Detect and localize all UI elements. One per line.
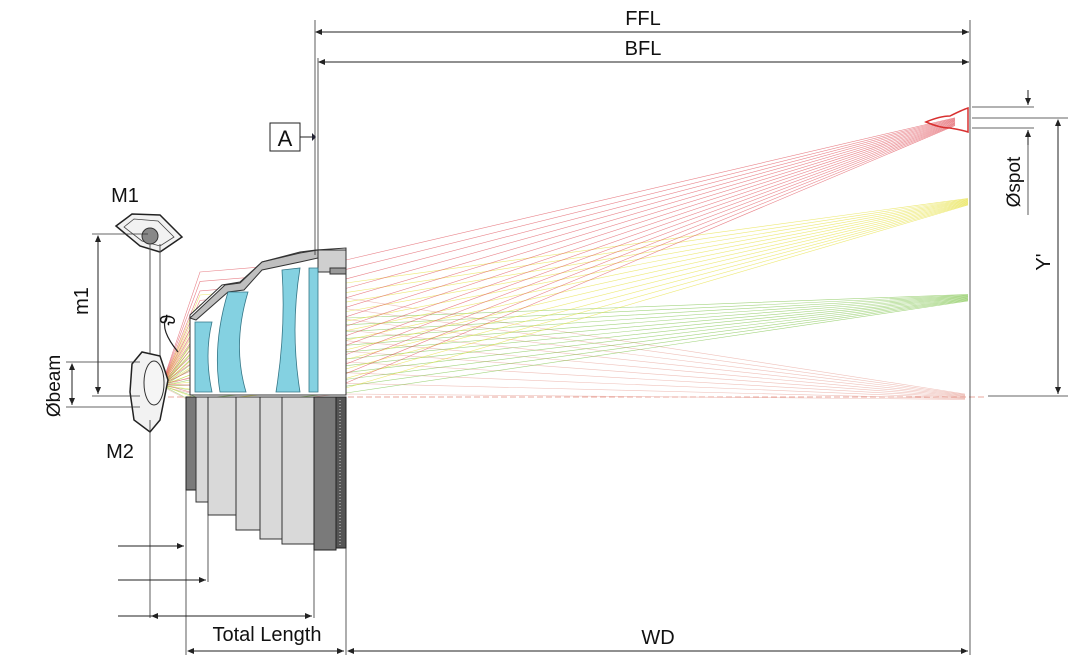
datum-a-box xyxy=(269,122,301,152)
lens-element-1 xyxy=(194,321,213,393)
wd-label: WD xyxy=(641,627,674,649)
spot-label: Øspot xyxy=(1004,156,1025,207)
lens-housing-lower xyxy=(185,396,347,551)
mirror-m2 xyxy=(129,351,169,434)
total-length-label: Total Length xyxy=(213,624,322,646)
datum-a-marker xyxy=(312,133,316,141)
lens-element-2 xyxy=(216,291,249,393)
m1-dist-label: m1 xyxy=(71,287,93,315)
lens-element-4 xyxy=(308,267,319,393)
lens-cross-section xyxy=(189,247,347,396)
theta-arc xyxy=(163,317,179,353)
ffl-label: FFL xyxy=(625,8,661,30)
bfl-label: BFL xyxy=(625,38,662,60)
mirror-m1 xyxy=(114,213,184,253)
m2-label: M2 xyxy=(106,441,134,463)
m1-label: M1 xyxy=(111,185,139,207)
datum-a-label: A xyxy=(278,126,293,151)
lens-element-3 xyxy=(275,267,301,393)
theta-label: ϑ xyxy=(158,314,180,325)
spot-profile xyxy=(924,106,969,134)
image-height-label: Y' xyxy=(1033,253,1055,270)
beam-label: Øbeam xyxy=(44,355,65,417)
